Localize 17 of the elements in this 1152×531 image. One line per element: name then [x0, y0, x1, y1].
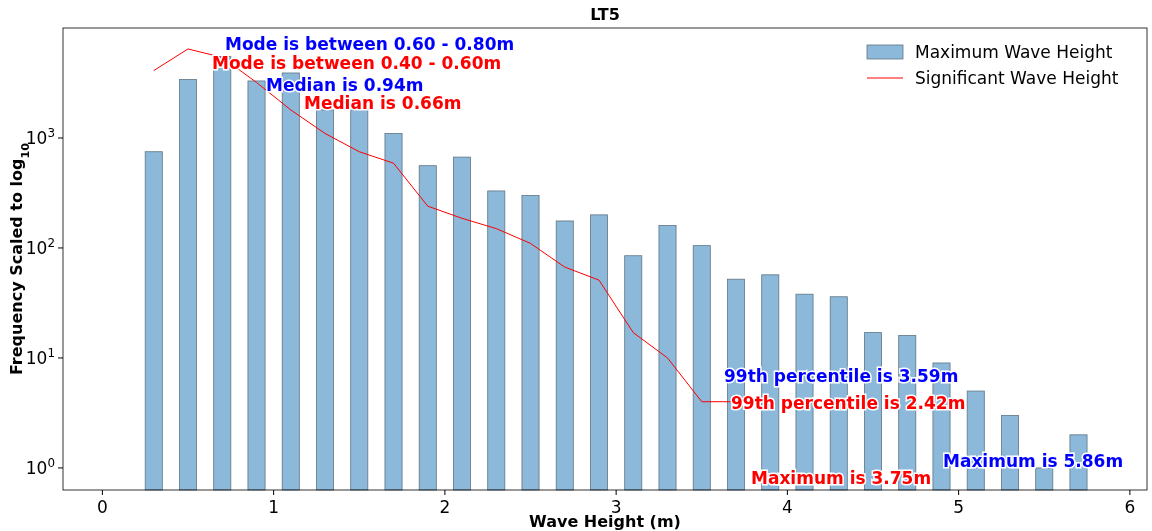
x-tick-label: 2 [439, 497, 451, 517]
annotation: Mode is between 0.60 - 0.80m [225, 34, 515, 54]
y-tick-label: 10$^{0}$ [25, 455, 55, 478]
annotation: Median is 0.94m [266, 75, 424, 95]
annotation: 99th percentile is 2.42m [731, 393, 966, 413]
x-axis-title: Wave Height (m) [529, 512, 681, 531]
chart-title: LT5 [590, 5, 620, 24]
x-tick-label: 6 [1124, 497, 1136, 517]
x-tick-label: 0 [96, 497, 108, 517]
y-tick-label: 10$^{1}$ [25, 345, 55, 368]
legend-label: Significant Wave Height [915, 68, 1119, 88]
x-tick-label: 5 [953, 497, 965, 517]
annotation: Median is 0.66m [304, 93, 462, 113]
y-tick-label: 10$^{2}$ [25, 235, 55, 258]
x-tick-label: 1 [268, 497, 280, 517]
legend-label: Maximum Wave Height [915, 42, 1113, 62]
x-tick-label: 4 [781, 497, 793, 517]
